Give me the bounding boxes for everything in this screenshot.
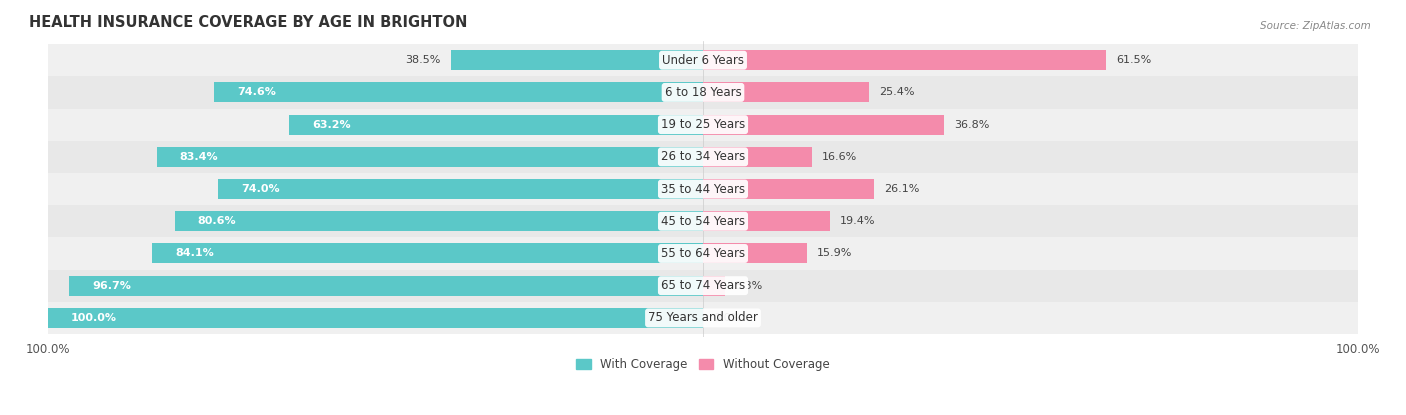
Bar	[703, 147, 811, 167]
Text: 65 to 74 Years: 65 to 74 Years	[661, 279, 745, 292]
Text: 36.8%: 36.8%	[953, 120, 990, 129]
Bar	[48, 237, 1358, 270]
Bar	[703, 83, 869, 103]
Bar	[48, 109, 1358, 141]
Text: 26.1%: 26.1%	[884, 184, 920, 194]
Text: 84.1%: 84.1%	[174, 249, 214, 259]
Text: Under 6 Years: Under 6 Years	[662, 54, 744, 67]
Text: 63.2%: 63.2%	[312, 120, 350, 129]
Text: 3.3%: 3.3%	[734, 281, 762, 290]
Text: 19.4%: 19.4%	[839, 216, 876, 226]
Text: 35 to 44 Years: 35 to 44 Years	[661, 183, 745, 195]
Bar	[703, 244, 807, 264]
Text: 55 to 64 Years: 55 to 64 Years	[661, 247, 745, 260]
Text: 15.9%: 15.9%	[817, 249, 852, 259]
Text: 16.6%: 16.6%	[821, 152, 856, 162]
Bar	[703, 211, 830, 231]
Text: 61.5%: 61.5%	[1116, 55, 1152, 65]
Bar	[48, 205, 1358, 237]
Text: 100.0%: 100.0%	[70, 313, 117, 323]
Bar	[288, 115, 703, 134]
Text: 6 to 18 Years: 6 to 18 Years	[665, 86, 741, 99]
Text: HEALTH INSURANCE COVERAGE BY AGE IN BRIGHTON: HEALTH INSURANCE COVERAGE BY AGE IN BRIG…	[28, 15, 467, 30]
Bar	[214, 83, 703, 103]
Text: 25.4%: 25.4%	[879, 88, 915, 98]
Text: 75 Years and older: 75 Years and older	[648, 311, 758, 325]
Bar	[218, 179, 703, 199]
Bar	[152, 244, 703, 264]
Bar	[48, 302, 1358, 334]
Bar	[48, 76, 1358, 109]
Bar	[451, 50, 703, 70]
Bar	[174, 211, 703, 231]
Bar	[703, 115, 943, 134]
Bar	[48, 173, 1358, 205]
Text: 96.7%: 96.7%	[93, 281, 131, 290]
Bar	[703, 50, 1107, 70]
Bar	[48, 270, 1358, 302]
Bar	[703, 276, 724, 295]
Text: 0.0%: 0.0%	[713, 313, 741, 323]
Legend: With Coverage, Without Coverage: With Coverage, Without Coverage	[572, 353, 834, 376]
Bar	[48, 141, 1358, 173]
Bar	[48, 44, 1358, 76]
Bar	[703, 179, 875, 199]
Bar	[48, 308, 703, 328]
Text: 83.4%: 83.4%	[180, 152, 218, 162]
Text: 26 to 34 Years: 26 to 34 Years	[661, 150, 745, 164]
Text: Source: ZipAtlas.com: Source: ZipAtlas.com	[1260, 21, 1371, 31]
Bar	[156, 147, 703, 167]
Text: 38.5%: 38.5%	[405, 55, 441, 65]
Text: 80.6%: 80.6%	[198, 216, 236, 226]
Text: 74.6%: 74.6%	[238, 88, 276, 98]
Bar	[69, 276, 703, 295]
Text: 74.0%: 74.0%	[240, 184, 280, 194]
Text: 19 to 25 Years: 19 to 25 Years	[661, 118, 745, 131]
Text: 45 to 54 Years: 45 to 54 Years	[661, 215, 745, 228]
